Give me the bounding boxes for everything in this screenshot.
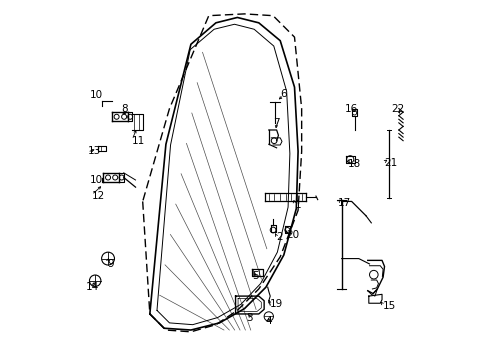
Text: 17: 17 xyxy=(337,198,350,208)
Text: 13: 13 xyxy=(87,147,101,157)
Text: 14: 14 xyxy=(86,282,99,292)
Text: 3: 3 xyxy=(246,312,253,323)
Text: 5: 5 xyxy=(251,271,258,282)
Text: 11: 11 xyxy=(132,136,145,146)
Text: 1: 1 xyxy=(294,200,301,210)
Text: 15: 15 xyxy=(382,301,396,311)
Text: 21: 21 xyxy=(383,158,396,168)
Text: 20: 20 xyxy=(285,230,299,240)
Text: 12: 12 xyxy=(91,191,104,201)
Text: 8: 8 xyxy=(121,104,128,113)
Text: 19: 19 xyxy=(269,299,283,309)
Text: 16: 16 xyxy=(345,104,358,113)
Text: 18: 18 xyxy=(347,159,361,169)
Text: 22: 22 xyxy=(391,104,404,113)
Text: 10: 10 xyxy=(89,90,102,100)
Text: 4: 4 xyxy=(265,316,271,326)
Text: 2: 2 xyxy=(276,232,283,242)
Text: 10: 10 xyxy=(89,175,102,185)
Text: 6: 6 xyxy=(280,89,286,99)
Text: 7: 7 xyxy=(273,118,280,128)
Text: 9: 9 xyxy=(107,259,113,269)
